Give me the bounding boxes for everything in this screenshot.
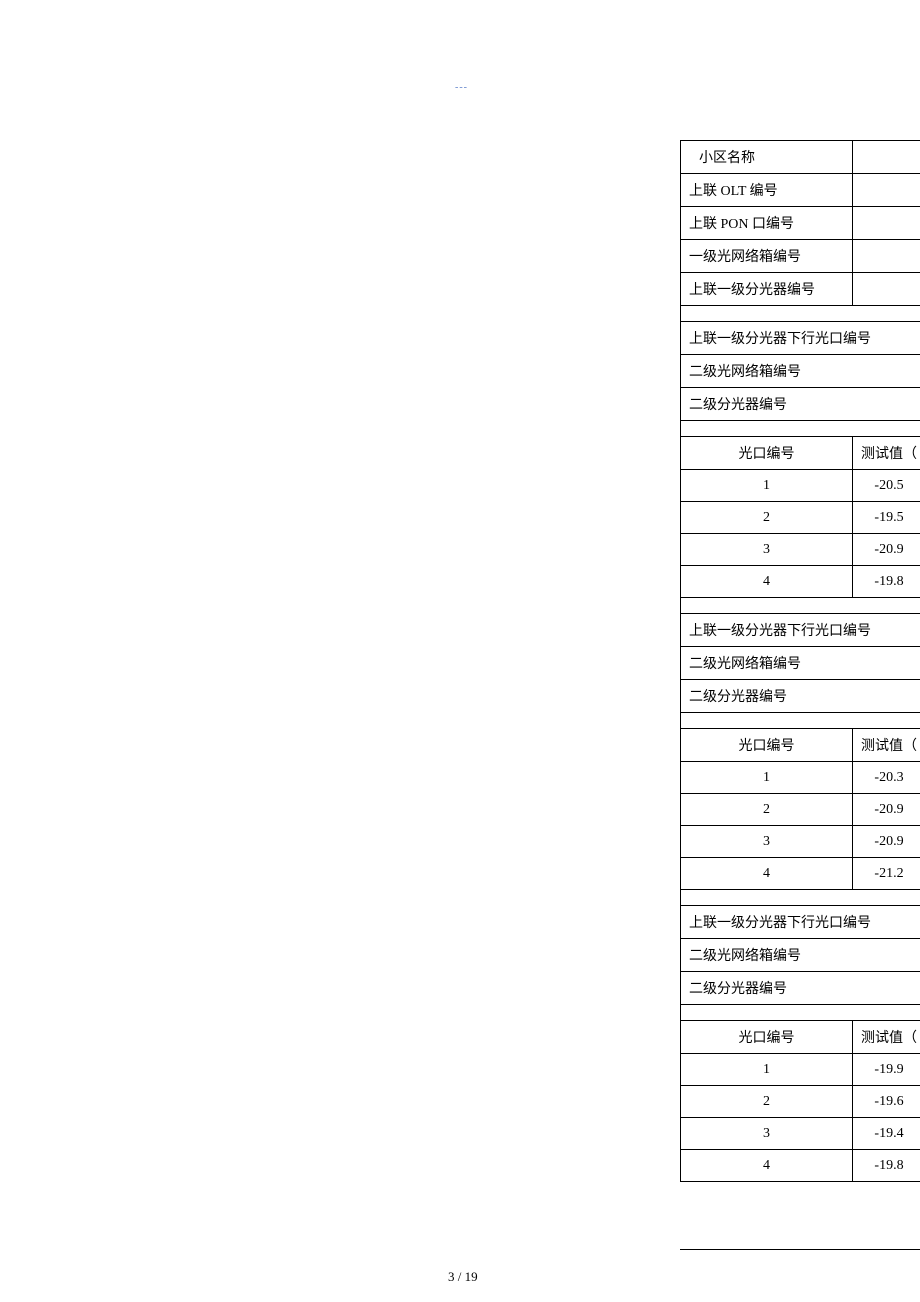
section1-label2: 二级光网络箱编号 <box>681 355 920 388</box>
port-cell: 1 <box>681 762 853 794</box>
table-row: 3-19.4 <box>681 1118 920 1150</box>
section2-label2-text: 二级光网络箱编号 <box>681 647 920 680</box>
section3-label3: 二级分光器编号 <box>681 972 920 1005</box>
value-splitter <box>853 273 920 306</box>
section3-label2-text: 二级光网络箱编号 <box>681 939 920 972</box>
table-row: 2-20.9 <box>681 794 920 826</box>
port-cell: 3 <box>681 1118 853 1150</box>
value-cell: -19.5 <box>853 502 920 534</box>
section1-label3-text: 二级分光器编号 <box>681 388 920 421</box>
label-area-name: 小区名称 <box>681 141 853 174</box>
section2-label1-text: 上联一级分光器下行光口编号 <box>681 614 920 647</box>
port-cell: 1 <box>681 470 853 502</box>
port-cell: 2 <box>681 1086 853 1118</box>
top-marker: --- <box>455 82 468 93</box>
header-row-pon: 上联 PON 口编号 <box>681 207 920 240</box>
table-row: 4-19.8 <box>681 566 920 598</box>
section3-label3-text: 二级分光器编号 <box>681 972 920 1005</box>
header-row-net-box: 一级光网络箱编号 <box>681 240 920 273</box>
value-cell: -20.9 <box>853 794 920 826</box>
port-header: 光口编号 <box>681 729 853 762</box>
port-header: 光口编号 <box>681 437 853 470</box>
table-row: 4-19.8 <box>681 1150 920 1182</box>
spacer-row <box>681 1005 920 1021</box>
section2-label3: 二级分光器编号 <box>681 680 920 713</box>
port-cell: 4 <box>681 858 853 890</box>
section1-label1-text: 上联一级分光器下行光口编号 <box>681 322 920 355</box>
section1-data-header: 光口编号 测试值（ <box>681 437 920 470</box>
port-cell: 3 <box>681 534 853 566</box>
value-cell: -19.4 <box>853 1118 920 1150</box>
value-cell: -21.2 <box>853 858 920 890</box>
section1-label2-text: 二级光网络箱编号 <box>681 355 920 388</box>
label-pon: 上联 PON 口编号 <box>681 207 853 240</box>
header-row-area-name: 小区名称 <box>681 141 920 174</box>
port-cell: 2 <box>681 794 853 826</box>
label-splitter: 上联一级分光器编号 <box>681 273 853 306</box>
table-row: 1-20.5 <box>681 470 920 502</box>
value-header: 测试值（ <box>853 729 920 762</box>
value-cell: -20.9 <box>853 826 920 858</box>
section3-label1: 上联一级分光器下行光口编号 <box>681 906 920 939</box>
spacer-row <box>681 421 920 437</box>
spacer-row <box>681 890 920 906</box>
value-olt <box>853 174 920 207</box>
table-row: 2-19.6 <box>681 1086 920 1118</box>
value-cell: -20.9 <box>853 534 920 566</box>
value-header: 测试值（ <box>853 1021 920 1054</box>
header-row-olt: 上联 OLT 编号 <box>681 174 920 207</box>
port-cell: 2 <box>681 502 853 534</box>
spacer-row <box>681 598 920 614</box>
value-cell: -19.8 <box>853 1150 920 1182</box>
label-net-box: 一级光网络箱编号 <box>681 240 853 273</box>
value-pon <box>853 207 920 240</box>
section3-label1-text: 上联一级分光器下行光口编号 <box>681 906 920 939</box>
table-row: 4-21.2 <box>681 858 920 890</box>
value-cell: -20.3 <box>853 762 920 794</box>
value-header: 测试值（ <box>853 437 920 470</box>
value-cell: -19.9 <box>853 1054 920 1086</box>
table-row: 1-20.3 <box>681 762 920 794</box>
table-row: 1-19.9 <box>681 1054 920 1086</box>
header-row-splitter: 上联一级分光器编号 <box>681 273 920 306</box>
port-cell: 1 <box>681 1054 853 1086</box>
table-row: 2-19.5 <box>681 502 920 534</box>
value-net-box <box>853 240 920 273</box>
table-container: 小区名称 上联 OLT 编号 上联 PON 口编号 一级光网络箱编号 上联一级分… <box>680 140 920 1182</box>
section3-label2: 二级光网络箱编号 <box>681 939 920 972</box>
section2-label1: 上联一级分光器下行光口编号 <box>681 614 920 647</box>
section2-label3-text: 二级分光器编号 <box>681 680 920 713</box>
section1-label3: 二级分光器编号 <box>681 388 920 421</box>
section2-label2: 二级光网络箱编号 <box>681 647 920 680</box>
port-cell: 4 <box>681 1150 853 1182</box>
port-cell: 3 <box>681 826 853 858</box>
spacer-row <box>681 306 920 322</box>
value-cell: -20.5 <box>853 470 920 502</box>
section1-label1: 上联一级分光器下行光口编号 <box>681 322 920 355</box>
value-area-name <box>853 141 920 174</box>
section3-data-header: 光口编号 测试值（ <box>681 1021 920 1054</box>
table-row: 3-20.9 <box>681 534 920 566</box>
port-cell: 4 <box>681 566 853 598</box>
section2-data-header: 光口编号 测试值（ <box>681 729 920 762</box>
value-cell: -19.6 <box>853 1086 920 1118</box>
page-number: 3 / 19 <box>448 1269 478 1285</box>
bottom-line <box>680 1249 920 1250</box>
spacer-row <box>681 713 920 729</box>
port-header: 光口编号 <box>681 1021 853 1054</box>
main-table: 小区名称 上联 OLT 编号 上联 PON 口编号 一级光网络箱编号 上联一级分… <box>680 140 920 1182</box>
label-olt: 上联 OLT 编号 <box>681 174 853 207</box>
table-row: 3-20.9 <box>681 826 920 858</box>
value-cell: -19.8 <box>853 566 920 598</box>
